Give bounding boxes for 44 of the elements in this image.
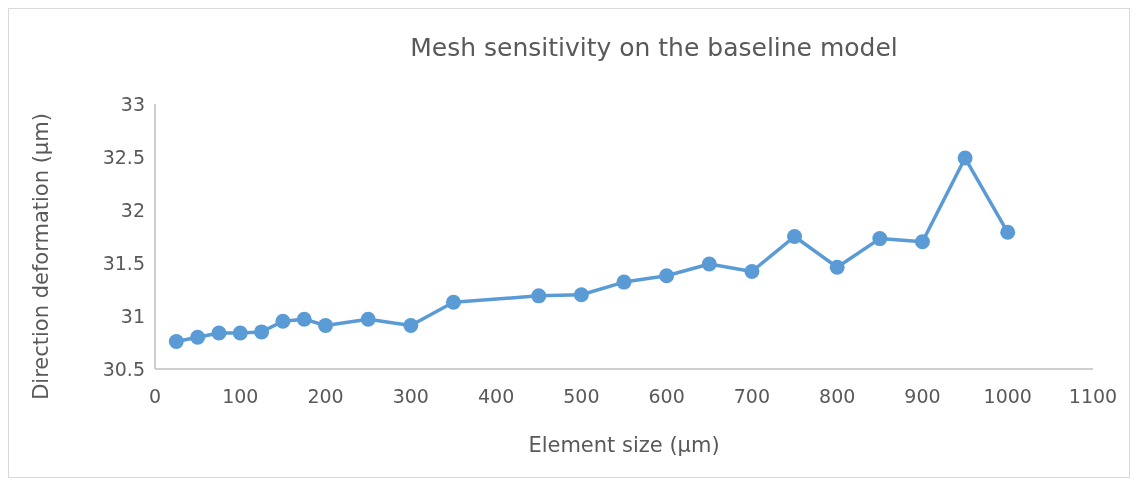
point (275, 313, 291, 329)
point (787, 229, 803, 244)
y-tick-label: 32.5 (102, 145, 145, 168)
x-tick-label: 100 (222, 385, 259, 407)
point (829, 259, 845, 275)
y-tick-label: 32 (120, 198, 145, 221)
point (254, 324, 270, 340)
x-tick-label: 700 (733, 385, 771, 407)
x-tick-label: 200 (307, 385, 344, 407)
x-tick-label: 500 (563, 385, 600, 407)
chart-title: Mesh sensitivity on the baseline model (410, 33, 898, 62)
x-tick-label: 800 (819, 385, 856, 407)
y-tick-label: 31 (120, 304, 145, 327)
point (573, 287, 589, 303)
y-tick-label: 30.5 (102, 357, 145, 380)
x-tick-label: 1100 (1068, 385, 1118, 407)
point (1000, 224, 1016, 240)
x-axis-title: Element size (µm) (528, 433, 720, 457)
x-tick-label: 600 (648, 385, 685, 407)
point (445, 294, 461, 310)
point (403, 318, 419, 334)
x-tick-label: 900 (904, 385, 941, 407)
y-axis-title: Direction deformation (µm) (29, 113, 53, 400)
point (232, 325, 248, 341)
x-tick-label: 400 (477, 385, 515, 407)
point (914, 234, 930, 250)
x-tick-label: 300 (392, 385, 429, 407)
point (957, 150, 973, 166)
point (211, 325, 227, 341)
y-tick-label: 33 (120, 92, 145, 115)
point (190, 329, 206, 345)
point (318, 318, 334, 334)
point (296, 311, 312, 327)
point (531, 288, 547, 304)
point (872, 231, 888, 247)
point (616, 274, 632, 290)
x-tick-label: 0 (148, 385, 162, 407)
point (360, 311, 376, 327)
point (744, 263, 760, 279)
y-tick-label: 31.5 (102, 251, 145, 274)
x-tick-label: 1000 (983, 385, 1032, 407)
point (701, 256, 717, 272)
point (659, 268, 675, 284)
point (168, 333, 184, 349)
